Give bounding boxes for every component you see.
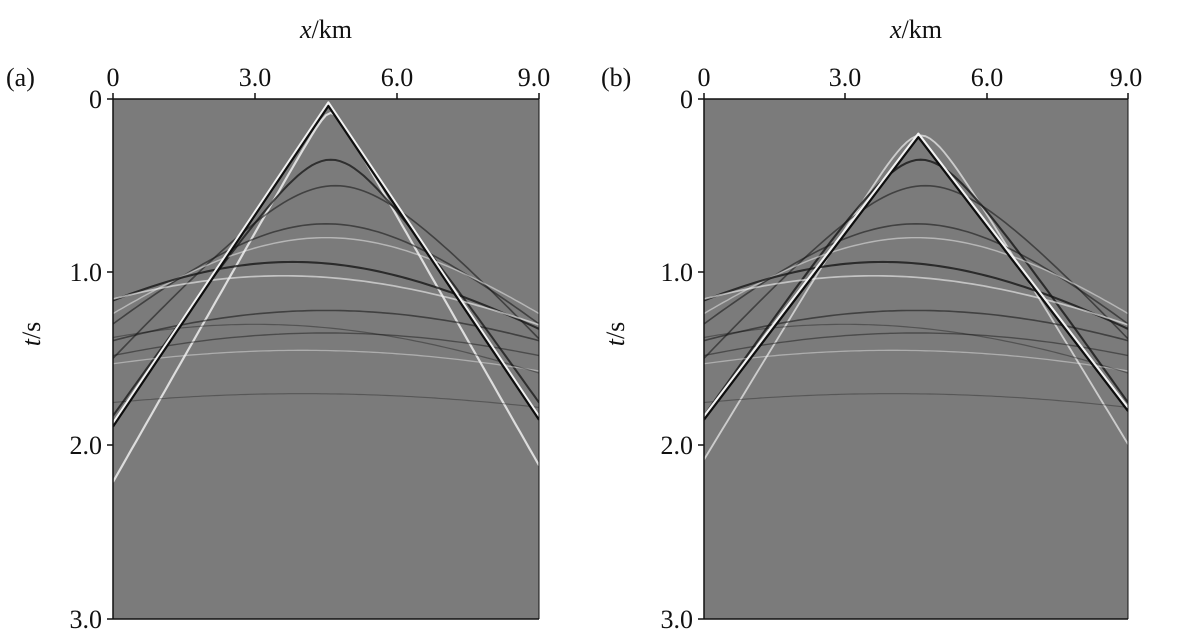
panel-b-y-axis-variable: t <box>601 338 630 346</box>
panel-b-x-tick-label-0: 0 <box>698 63 711 92</box>
panel-b-x-axis-title: x/km <box>889 15 942 44</box>
panel-a-reflection-event-8 <box>113 332 539 357</box>
panel-a-reflection-event-7 <box>113 309 539 342</box>
panel-b-reflection-event-11 <box>704 393 1128 408</box>
panel-b-reflection-event-4 <box>704 236 1128 315</box>
panel-a-reflection-event-2 <box>113 184 539 359</box>
panel-a-events <box>113 101 539 483</box>
panel-a-y-tick-label-2: 2.0 <box>70 431 103 460</box>
panel-a-reflection-event-5 <box>113 260 539 330</box>
panel-a-reflection-event-11 <box>113 393 539 408</box>
panel-a-y-tick-label-3: 3.0 <box>70 605 103 634</box>
panel-b-label: (b) <box>601 63 631 92</box>
panel-b-y-ticks: 0 1.0 2.0 3.0 <box>661 85 704 634</box>
panel-a-reflection-event-4 <box>113 236 539 315</box>
panel-a-reflection-event-10 <box>113 323 539 374</box>
panel-b-reflection-event-9 <box>704 349 1128 372</box>
panel-b-y-tick-label-0: 0 <box>680 85 693 114</box>
panel-b-reflection-event-1 <box>704 158 1128 417</box>
panel-b-x-ticks: 0 3.0 6.0 9.0 <box>698 63 1143 99</box>
panel-b-x-tick-label-2: 6.0 <box>971 63 1004 92</box>
panel-b-events <box>704 132 1128 461</box>
panel-a-reflection-event-0 <box>113 111 539 483</box>
panel-a-direct-wave-white <box>113 101 539 424</box>
panel-b-y-axis-title: t/s <box>601 322 630 347</box>
panel-a-y-axis-unit: /s <box>17 322 46 339</box>
panel-a-reflection-event-9 <box>113 349 539 372</box>
panel-a-y-tick-label-0: 0 <box>89 85 102 114</box>
panel-a-reflection-event-6 <box>113 274 539 326</box>
panel-b-y-tick-label-1: 1.0 <box>661 258 694 287</box>
panel-b-y-axis-unit: /s <box>601 322 630 339</box>
panel-a-y-ticks: 0 1.0 2.0 3.0 <box>70 85 113 634</box>
panel-a-x-axis-unit: /km <box>312 15 352 44</box>
panel-a-direct-wave-black <box>113 104 539 428</box>
panel-b-y-tick-label-2: 2.0 <box>661 431 694 460</box>
panel-a-x-tick-label-3: 9.0 <box>518 63 551 92</box>
panel-b-reflection-event-6 <box>704 274 1128 326</box>
panel-a-y-axis-variable: t <box>17 338 46 346</box>
panel-a-y-axis-title: t/s <box>17 322 46 347</box>
panel-b-reflection-event-3 <box>704 222 1128 325</box>
panel-b-x-axis-variable: x <box>889 15 902 44</box>
panel-b-reflection-event-8 <box>704 332 1128 357</box>
panel-a-x-ticks: 0 3.0 6.0 9.0 <box>107 63 551 99</box>
panel-a-label: (a) <box>6 63 35 92</box>
panel-b-direct-wave-black <box>704 136 1128 421</box>
panel-b-x-tick-label-1: 3.0 <box>829 63 862 92</box>
panel-b-reflection-event-2 <box>704 184 1128 359</box>
panel-a: (a) x/km t/s 0 3.0 6.0 9.0 0 <box>6 15 550 634</box>
panel-a-background <box>113 99 539 619</box>
panel-b-reflection-event-5 <box>704 260 1128 330</box>
panel-a-x-tick-label-2: 6.0 <box>381 63 414 92</box>
panel-a-x-tick-label-0: 0 <box>107 63 120 92</box>
panel-a-x-axis-title: x/km <box>299 15 352 44</box>
panel-a-x-tick-label-1: 3.0 <box>239 63 272 92</box>
panel-b-x-tick-label-3: 9.0 <box>1110 63 1143 92</box>
panel-b-x-axis-unit: /km <box>902 15 942 44</box>
panel-a-y-tick-label-1: 1.0 <box>70 258 103 287</box>
panel-b-y-tick-label-3: 3.0 <box>661 605 694 634</box>
panel-a-reflection-event-3 <box>113 222 539 325</box>
panel-b: (b) x/km t/s 0 3.0 6.0 9.0 0 <box>601 15 1142 634</box>
panel-b-background <box>704 99 1128 619</box>
panel-b-direct-wave-white <box>704 132 1128 417</box>
panel-a-x-axis-variable: x <box>299 15 312 44</box>
